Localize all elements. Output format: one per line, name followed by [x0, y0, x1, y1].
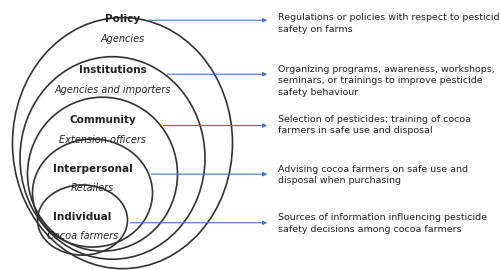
Text: Agencies: Agencies — [100, 34, 144, 44]
Text: Sources of information influencing pesticide
safety decisions among cocoa farmer: Sources of information influencing pesti… — [278, 213, 486, 234]
Text: Interpersonal: Interpersonal — [52, 164, 132, 174]
Text: Selection of pesticides; training of cocoa
farmers in safe use and disposal: Selection of pesticides; training of coc… — [278, 115, 470, 135]
Text: Organizing programs, awareness, workshops,
seminars, or trainings to improve pes: Organizing programs, awareness, workshop… — [278, 65, 494, 97]
Text: Individual: Individual — [54, 212, 112, 222]
Text: Retailers: Retailers — [71, 183, 114, 193]
Text: Extension officers: Extension officers — [59, 135, 146, 146]
Text: Community: Community — [69, 115, 136, 125]
Text: Policy: Policy — [105, 14, 140, 24]
Text: Cocoa farmers: Cocoa farmers — [47, 231, 118, 241]
Text: Regulations or policies with respect to pesticide
safety on farms: Regulations or policies with respect to … — [278, 14, 500, 34]
Text: Institutions: Institutions — [78, 65, 146, 75]
Text: Advising cocoa farmers on safe use and
disposal when purchasing: Advising cocoa farmers on safe use and d… — [278, 165, 468, 185]
Text: Agencies and importers: Agencies and importers — [54, 85, 170, 96]
